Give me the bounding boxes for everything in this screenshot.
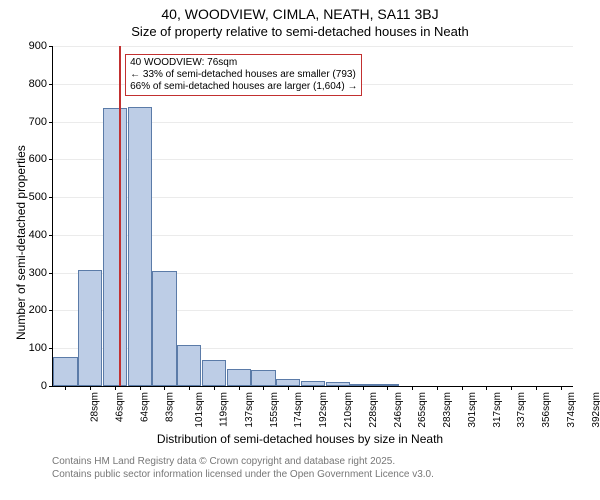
- x-tick-label: 301sqm: [467, 392, 478, 428]
- y-tick-label: 200: [29, 304, 47, 316]
- histogram-bar: [78, 270, 102, 386]
- x-tick: [90, 386, 91, 390]
- x-tick-label: 392sqm: [591, 392, 600, 428]
- x-tick-label: 228sqm: [368, 392, 379, 428]
- x-tick-label: 174sqm: [294, 392, 305, 428]
- x-tick: [288, 386, 289, 390]
- footer-line: Contains HM Land Registry data © Crown c…: [52, 456, 434, 469]
- y-tick: [49, 159, 53, 160]
- y-tick-label: 300: [29, 267, 47, 279]
- chart-subtitle: Size of property relative to semi-detach…: [0, 24, 600, 39]
- x-tick: [412, 386, 413, 390]
- histogram-bar: [128, 107, 152, 386]
- x-tick: [214, 386, 215, 390]
- histogram-bar: [152, 271, 176, 386]
- grid-line: [53, 46, 573, 47]
- chart-title: 40, WOODVIEW, CIMLA, NEATH, SA11 3BJ: [0, 6, 600, 22]
- footer-line: Contains public sector information licen…: [52, 469, 434, 482]
- chart-container: 40, WOODVIEW, CIMLA, NEATH, SA11 3BJ Siz…: [0, 0, 600, 500]
- histogram-bar: [103, 108, 127, 386]
- footer-attribution: Contains HM Land Registry data © Crown c…: [52, 456, 434, 481]
- annotation-title: 40 WOODVIEW: 76sqm: [130, 57, 357, 69]
- x-tick-label: 246sqm: [393, 392, 404, 428]
- x-tick-label: 155sqm: [269, 392, 280, 428]
- x-tick-label: 119sqm: [219, 392, 230, 427]
- x-tick: [437, 386, 438, 390]
- x-tick-label: 374sqm: [566, 392, 577, 428]
- x-tick: [65, 386, 66, 390]
- x-tick: [486, 386, 487, 390]
- y-tick: [49, 310, 53, 311]
- x-axis-label: Distribution of semi-detached houses by …: [0, 432, 600, 446]
- x-tick: [115, 386, 116, 390]
- y-tick: [49, 122, 53, 123]
- histogram-bar: [251, 370, 275, 386]
- histogram-bar: [177, 345, 201, 386]
- annotation-larger: 66% of semi-detached houses are larger (…: [130, 81, 357, 93]
- y-tick: [49, 197, 53, 198]
- y-tick-label: 500: [29, 191, 47, 203]
- x-tick-label: 28sqm: [90, 392, 101, 422]
- x-tick-label: 317sqm: [492, 392, 503, 428]
- y-axis-label: Number of semi-detached properties: [14, 145, 28, 340]
- histogram-bar: [202, 360, 226, 386]
- x-tick-label: 265sqm: [417, 392, 428, 428]
- y-tick-label: 400: [29, 229, 47, 241]
- y-tick-label: 800: [29, 78, 47, 90]
- y-tick-label: 100: [29, 342, 47, 354]
- x-tick: [164, 386, 165, 390]
- y-tick: [49, 386, 53, 387]
- x-tick-label: 46sqm: [115, 392, 126, 422]
- x-tick: [536, 386, 537, 390]
- y-tick-label: 0: [41, 380, 47, 392]
- y-tick: [49, 46, 53, 47]
- x-tick-label: 283sqm: [442, 392, 453, 428]
- x-tick-label: 137sqm: [244, 392, 255, 428]
- x-tick: [363, 386, 364, 390]
- property-marker-line: [119, 46, 121, 386]
- x-tick: [239, 386, 240, 390]
- x-tick: [462, 386, 463, 390]
- x-tick-label: 210sqm: [343, 392, 354, 428]
- plot-area: 010020030040050060070080090028sqm46sqm64…: [52, 46, 573, 387]
- x-tick: [313, 386, 314, 390]
- x-tick: [387, 386, 388, 390]
- y-tick: [49, 348, 53, 349]
- annotation-box: 40 WOODVIEW: 76sqm← 33% of semi-detached…: [125, 54, 362, 96]
- x-tick: [511, 386, 512, 390]
- y-tick: [49, 235, 53, 236]
- histogram-bar: [276, 379, 300, 386]
- x-tick: [189, 386, 190, 390]
- x-tick-label: 192sqm: [318, 392, 329, 428]
- annotation-smaller: ← 33% of semi-detached houses are smalle…: [130, 69, 357, 81]
- x-tick-label: 101sqm: [195, 392, 206, 428]
- y-tick-label: 700: [29, 116, 47, 128]
- y-tick-label: 900: [29, 40, 47, 52]
- x-tick: [338, 386, 339, 390]
- y-tick-label: 600: [29, 153, 47, 165]
- x-tick: [263, 386, 264, 390]
- x-tick-label: 356sqm: [541, 392, 552, 428]
- x-tick: [561, 386, 562, 390]
- x-tick: [140, 386, 141, 390]
- histogram-bar: [53, 357, 77, 386]
- histogram-bar: [227, 369, 251, 386]
- x-tick-label: 64sqm: [139, 392, 150, 422]
- y-tick: [49, 273, 53, 274]
- x-tick-label: 83sqm: [164, 392, 175, 422]
- y-tick: [49, 84, 53, 85]
- x-tick-label: 337sqm: [516, 392, 527, 428]
